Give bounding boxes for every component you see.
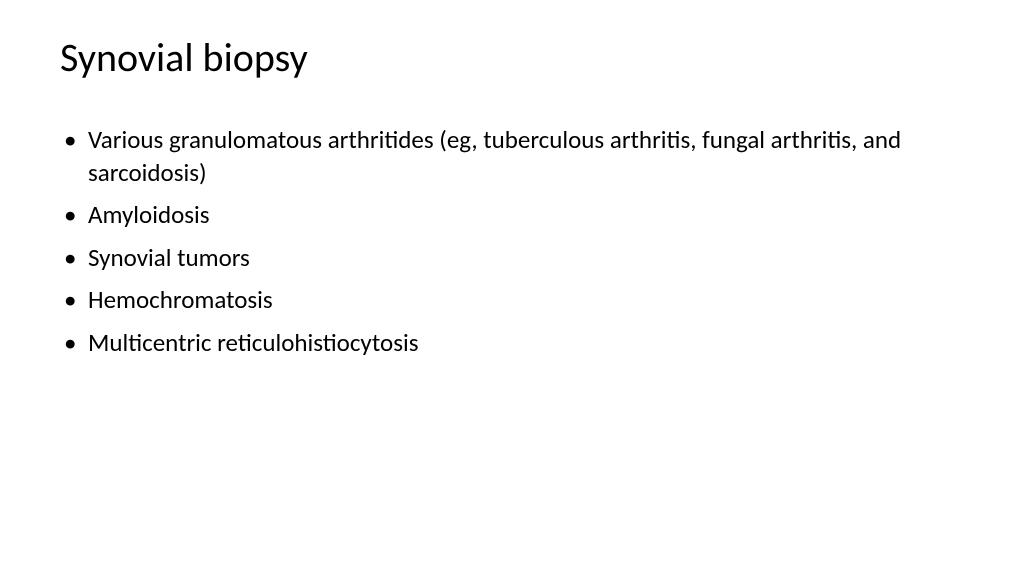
list-item: Synovial tumors: [60, 242, 964, 275]
slide-title: Synovial biopsy: [60, 34, 964, 82]
bullet-list: Various granulomatous arthritides (eg, t…: [60, 124, 964, 359]
list-item: Amyloidosis: [60, 199, 964, 232]
list-item: Multicentric reticulohistiocytosis: [60, 327, 964, 360]
list-item: Hemochromatosis: [60, 284, 964, 317]
list-item: Various granulomatous arthritides (eg, t…: [60, 124, 964, 189]
